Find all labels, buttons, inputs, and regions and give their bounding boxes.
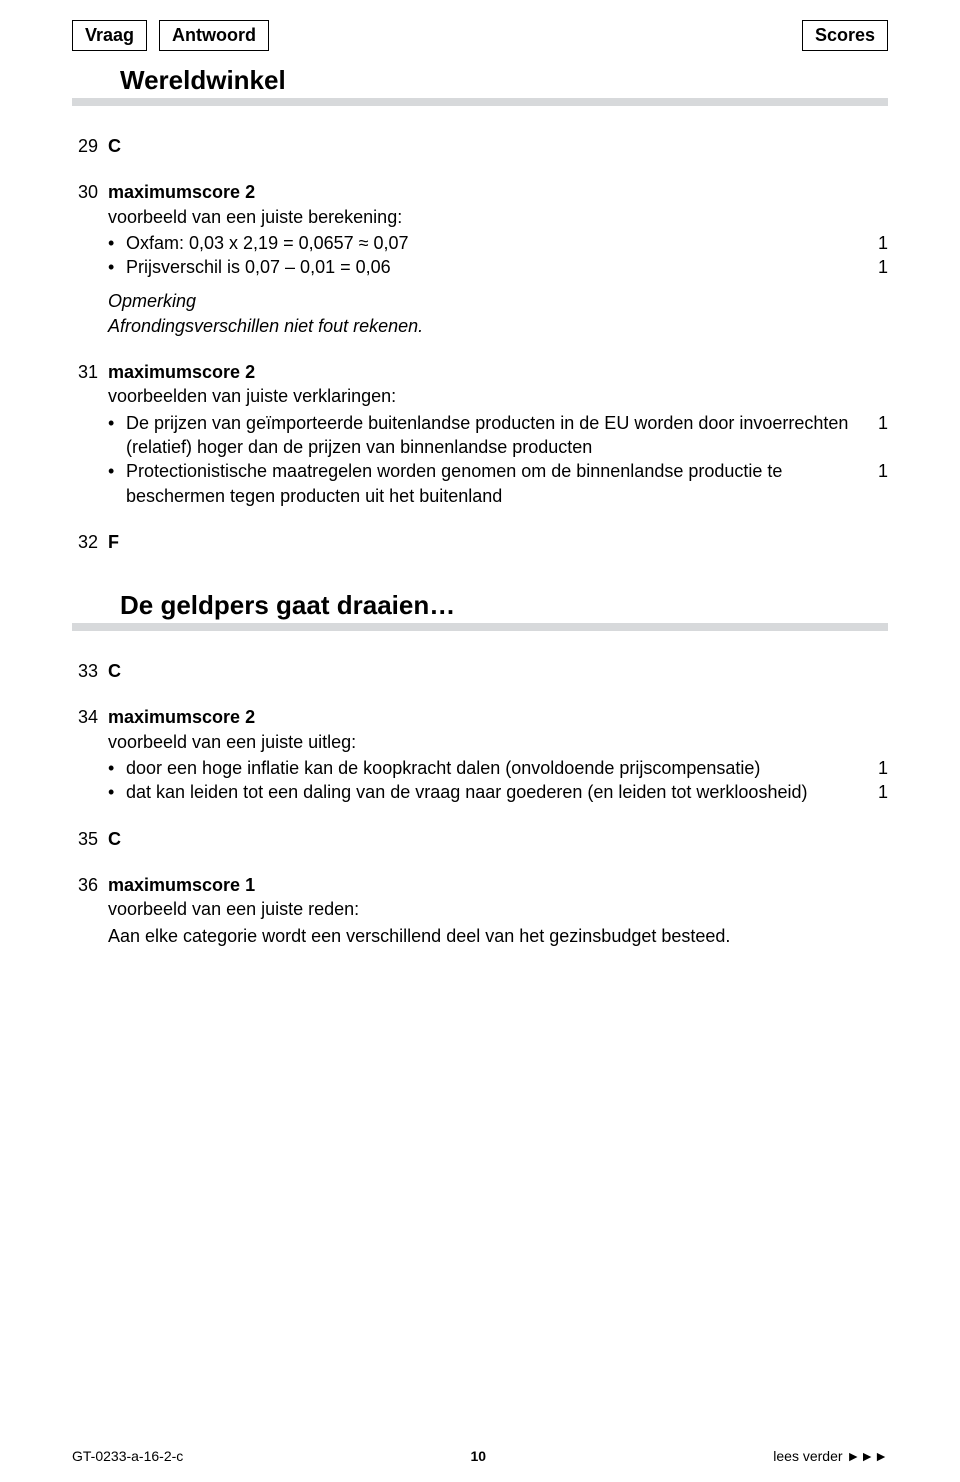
footer-code: GT-0233-a-16-2-c [72,1448,183,1464]
section-rule [72,98,888,106]
bullet-score: 1 [864,780,888,804]
page-footer: GT-0233-a-16-2-c 10 lees verder ►►► [72,1448,888,1464]
bullet-score: 1 [864,411,888,435]
question-29: 29 C [72,134,888,158]
footer-page-number: 10 [183,1448,773,1464]
bullet-score: 1 [864,255,888,279]
question-number: 31 [72,360,108,508]
max-score-label: maximumscore 2 [108,180,888,204]
lead-text: voorbeeld van een juiste uitleg: [108,730,888,754]
question-34: 34 maximumscore 2 voorbeeld van een juis… [72,705,888,804]
header-vraag-box: Vraag [72,20,147,51]
bullet-score: 1 [864,231,888,255]
question-body: maximumscore 2 voorbeelden van juiste ve… [108,360,888,508]
header-spacer [269,20,802,51]
bullet: • dat kan leiden tot een daling van de v… [108,780,888,804]
bullet-score: 1 [864,459,888,483]
header-scores-box: Scores [802,20,888,51]
question-32: 32 F [72,530,888,554]
question-number: 29 [72,134,108,158]
max-score-label: maximumscore 1 [108,873,888,897]
header-row: Vraag Antwoord Scores [72,20,888,51]
header-antwoord-box: Antwoord [159,20,269,51]
question-number: 34 [72,705,108,804]
question-number: 35 [72,827,108,851]
question-body: maximumscore 2 voorbeeld van een juiste … [108,705,888,804]
question-33: 33 C [72,659,888,683]
question-30: 30 maximumscore 2 voorbeeld van een juis… [72,180,888,338]
page: Vraag Antwoord Scores Wereldwinkel 29 C … [0,0,960,1482]
lead-text: voorbeeld van een juiste berekening: [108,205,888,229]
bullet: • door een hoge inflatie kan de koopkrac… [108,756,888,780]
question-35: 35 C [72,827,888,851]
bullet: • De prijzen van geïmporteerde buitenlan… [108,411,888,460]
lead-text: voorbeelden van juiste verklaringen: [108,384,888,408]
section-title-wereldwinkel: Wereldwinkel [120,65,888,96]
bullet: • Oxfam: 0,03 x 2,19 = 0,0657 ≈ 0,07 1 [108,231,888,255]
question-36: 36 maximumscore 1 voorbeeld van een juis… [72,873,888,948]
question-number: 32 [72,530,108,554]
section-rule [72,623,888,631]
max-score-label: maximumscore 2 [108,360,888,384]
bullet-text: Oxfam: 0,03 x 2,19 = 0,0657 ≈ 0,07 [126,231,864,255]
body-text: Aan elke categorie wordt een verschillen… [108,924,888,948]
bullet-dot: • [108,231,126,255]
bullet: • Protectionistische maatregelen worden … [108,459,888,508]
question-31: 31 maximumscore 2 voorbeelden van juiste… [72,360,888,508]
answer-letter: C [108,136,121,156]
answer-letter: F [108,532,119,552]
question-number: 30 [72,180,108,338]
bullet-text: Prijsverschil is 0,07 – 0,01 = 0,06 [126,255,864,279]
bullet-text: De prijzen van geïmporteerde buitenlands… [126,411,864,460]
question-body: maximumscore 2 voorbeeld van een juiste … [108,180,888,338]
note-text: Afrondingsverschillen niet fout rekenen. [108,314,888,338]
max-score-label: maximumscore 2 [108,705,888,729]
section-title-geldpers: De geldpers gaat draaien… [120,590,888,621]
bullet-dot: • [108,780,126,804]
answer-letter: C [108,661,121,681]
question-body: maximumscore 1 voorbeeld van een juiste … [108,873,888,948]
question-number: 33 [72,659,108,683]
bullet: • Prijsverschil is 0,07 – 0,01 = 0,06 1 [108,255,888,279]
footer-continue: lees verder ►►► [773,1448,888,1464]
bullet-dot: • [108,411,126,435]
bullet-score: 1 [864,756,888,780]
bullet-text: Protectionistische maatregelen worden ge… [126,459,864,508]
lead-text: voorbeeld van een juiste reden: [108,897,888,921]
bullet-dot: • [108,459,126,483]
bullet-text: door een hoge inflatie kan de koopkracht… [126,756,864,780]
bullet-dot: • [108,756,126,780]
answer-letter: C [108,829,121,849]
bullet-text: dat kan leiden tot een daling van de vra… [126,780,864,804]
question-number: 36 [72,873,108,948]
bullet-dot: • [108,255,126,279]
note-label: Opmerking [108,289,888,313]
